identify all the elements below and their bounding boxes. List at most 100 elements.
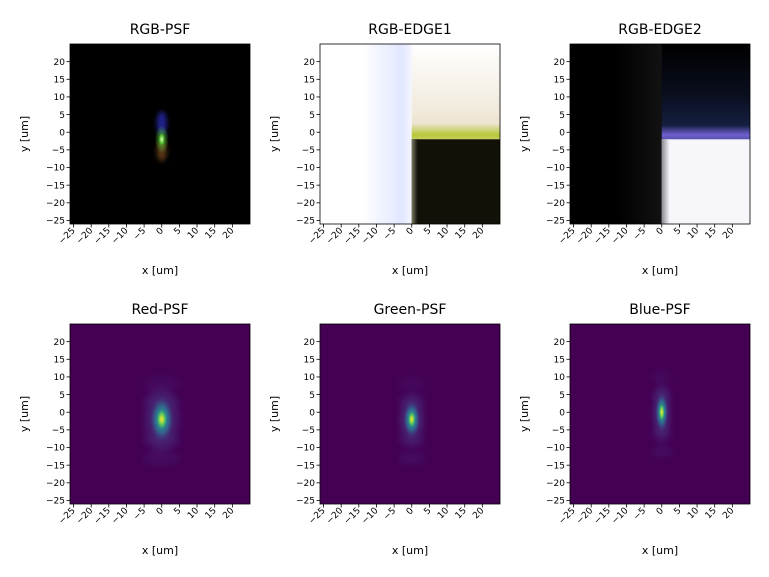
- y-tick-label: −25: [46, 497, 65, 507]
- x-tick-label: 0: [155, 226, 166, 237]
- edge-blur-fringe: [361, 44, 412, 224]
- panel-title: RGB-PSF: [130, 22, 191, 38]
- y-tick-label: 20: [304, 338, 316, 348]
- y-tick-label: 20: [54, 58, 66, 68]
- psf-peak: [155, 408, 168, 431]
- heatmap-image: [70, 324, 250, 504]
- y-axis-label: y [um]: [268, 396, 281, 432]
- axes-frame: [69, 323, 251, 505]
- y-tick-label: −20: [296, 479, 315, 489]
- y-tick-label: 5: [559, 391, 565, 401]
- x-tick-label: 15: [704, 226, 719, 241]
- y-tick-label: −15: [46, 181, 65, 191]
- x-tick-label: 5: [672, 226, 683, 237]
- x-tick-label: −10: [110, 506, 131, 527]
- y-tick-label: 0: [309, 408, 315, 418]
- y-tick-label: 5: [59, 391, 65, 401]
- y-tick-label: −25: [296, 217, 315, 227]
- axes-frame: [319, 43, 501, 225]
- x-axis-label: x [um]: [142, 544, 178, 557]
- x-tick-label: −5: [632, 506, 648, 522]
- x-tick-label: 10: [186, 226, 201, 241]
- y-tick-label: −25: [46, 217, 65, 227]
- x-tick-label: −25: [557, 506, 578, 527]
- x-tick-label: −20: [75, 506, 96, 527]
- x-tick-label: −15: [592, 506, 613, 527]
- y-tick-label: 0: [309, 128, 315, 138]
- y-tick-label: 20: [54, 338, 66, 348]
- panel-title: RGB-EDGE1: [368, 22, 451, 38]
- x-tick-label: −25: [57, 506, 78, 527]
- y-tick-label: −10: [296, 164, 315, 174]
- x-tick-label: 20: [471, 506, 486, 521]
- x-tick-label: 15: [454, 226, 469, 241]
- x-tick-label: 15: [454, 506, 469, 521]
- y-tick-label: 5: [309, 111, 315, 121]
- psf-peak: [407, 410, 416, 429]
- axes-frame: [69, 43, 251, 225]
- y-tick-label: −20: [296, 199, 315, 209]
- y-tick-label: −20: [546, 479, 565, 489]
- y-tick-label: 0: [59, 408, 65, 418]
- y-tick-label: −25: [546, 217, 565, 227]
- x-tick-label: −10: [360, 506, 381, 527]
- x-axis-label: x [um]: [392, 544, 428, 557]
- axes-frame: [569, 43, 751, 225]
- y-tick-label: 5: [309, 391, 315, 401]
- x-tick-label: 15: [204, 506, 219, 521]
- y-tick-label: 20: [554, 338, 566, 348]
- y-tick-label: −15: [296, 181, 315, 191]
- x-tick-label: 15: [204, 226, 219, 241]
- x-tick-label: −25: [57, 226, 78, 247]
- x-tick-label: 20: [721, 226, 736, 241]
- x-tick-label: 10: [686, 226, 701, 241]
- y-tick-label: −20: [46, 199, 65, 209]
- x-tick-label: −20: [575, 506, 596, 527]
- y-tick-label: 15: [554, 75, 565, 85]
- edge-transition: [411, 139, 418, 224]
- x-tick-label: 0: [155, 506, 166, 517]
- x-tick-label: 0: [655, 226, 666, 237]
- y-tick-label: −15: [296, 461, 315, 471]
- y-tick-label: −5: [302, 146, 315, 156]
- y-tick-label: −5: [552, 426, 565, 436]
- y-tick-label: −15: [46, 461, 65, 471]
- x-tick-label: 20: [221, 506, 236, 521]
- x-tick-label: −5: [632, 226, 648, 242]
- x-tick-label: −10: [360, 226, 381, 247]
- axes-frame: [319, 323, 501, 505]
- heatmap-image: [320, 44, 500, 224]
- y-axis-label: y [um]: [18, 116, 31, 152]
- x-tick-label: −10: [110, 226, 131, 247]
- y-tick-label: −5: [552, 146, 565, 156]
- heatmap-image: [570, 44, 750, 224]
- x-tick-label: 10: [436, 226, 451, 241]
- upper-tint-region: [661, 44, 750, 140]
- panel-title: RGB-EDGE2: [618, 22, 701, 38]
- y-tick-label: 10: [304, 93, 316, 103]
- x-tick-label: −10: [610, 506, 631, 527]
- y-tick-label: −5: [52, 146, 65, 156]
- x-tick-label: 5: [422, 226, 433, 237]
- y-tick-label: 15: [304, 75, 315, 85]
- x-axis-label: x [um]: [642, 544, 678, 557]
- heatmap-image: [320, 324, 500, 504]
- y-tick-label: 0: [59, 128, 65, 138]
- x-tick-label: −5: [132, 506, 148, 522]
- x-tick-label: 5: [422, 506, 433, 517]
- x-tick-label: 10: [686, 506, 701, 521]
- y-axis-label: y [um]: [18, 396, 31, 432]
- x-tick-label: −15: [92, 506, 113, 527]
- heatmap-image: [570, 324, 750, 504]
- x-tick-label: −25: [307, 226, 328, 247]
- x-tick-label: −20: [75, 226, 96, 247]
- x-axis-label: x [um]: [142, 264, 178, 277]
- y-tick-label: 10: [54, 93, 66, 103]
- y-tick-label: −5: [302, 426, 315, 436]
- x-tick-label: 20: [221, 226, 236, 241]
- light-block: [661, 139, 750, 224]
- x-tick-label: 0: [405, 226, 416, 237]
- heatmap-image: [70, 44, 250, 224]
- y-tick-label: 10: [54, 373, 66, 383]
